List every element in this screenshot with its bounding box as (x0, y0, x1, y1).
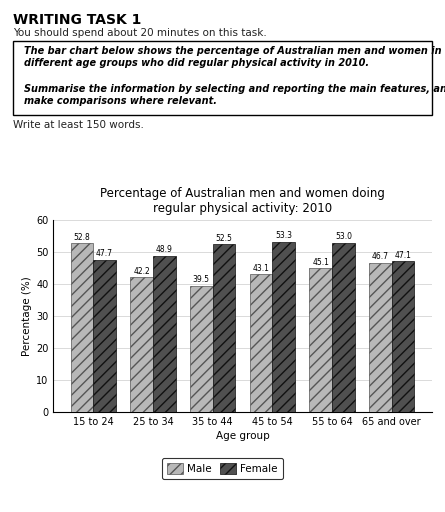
Bar (213, 244, 235, 412)
Y-axis label: Percentage (%): Percentage (%) (22, 276, 32, 356)
Bar (71, 243, 93, 412)
Bar (309, 268, 332, 412)
Text: 48.9: 48.9 (156, 245, 173, 254)
Text: 46.7: 46.7 (372, 252, 389, 262)
Text: WRITING TASK 1: WRITING TASK 1 (13, 13, 142, 27)
Bar (369, 263, 392, 412)
Bar (190, 286, 213, 412)
Title: Percentage of Australian men and women doing
regular physical activity: 2010: Percentage of Australian men and women d… (100, 187, 385, 215)
Text: 47.1: 47.1 (395, 251, 412, 260)
Bar (332, 243, 355, 412)
Text: 53.3: 53.3 (275, 231, 292, 240)
Bar (250, 274, 272, 412)
Text: 47.7: 47.7 (96, 249, 113, 258)
Text: Summarise the information by selecting and reporting the main features, and
make: Summarise the information by selecting a… (24, 84, 445, 105)
Bar (272, 242, 295, 412)
Text: 45.1: 45.1 (312, 258, 329, 267)
Bar (392, 262, 414, 412)
Bar (153, 255, 176, 412)
X-axis label: Age group: Age group (216, 431, 269, 441)
Legend: Male, Female: Male, Female (162, 458, 283, 479)
Text: 52.8: 52.8 (73, 233, 90, 242)
Bar (130, 277, 153, 412)
Text: 42.2: 42.2 (133, 267, 150, 276)
Text: 52.5: 52.5 (215, 234, 232, 243)
Text: 53.0: 53.0 (335, 232, 352, 241)
Text: You should spend about 20 minutes on this task.: You should spend about 20 minutes on thi… (13, 28, 267, 38)
Text: 39.5: 39.5 (193, 275, 210, 285)
Bar (93, 260, 116, 412)
Text: 43.1: 43.1 (253, 264, 270, 273)
Text: Write at least 150 words.: Write at least 150 words. (13, 120, 144, 131)
Text: The bar chart below shows the percentage of Australian men and women in
differen: The bar chart below shows the percentage… (24, 46, 441, 68)
FancyBboxPatch shape (13, 41, 432, 115)
